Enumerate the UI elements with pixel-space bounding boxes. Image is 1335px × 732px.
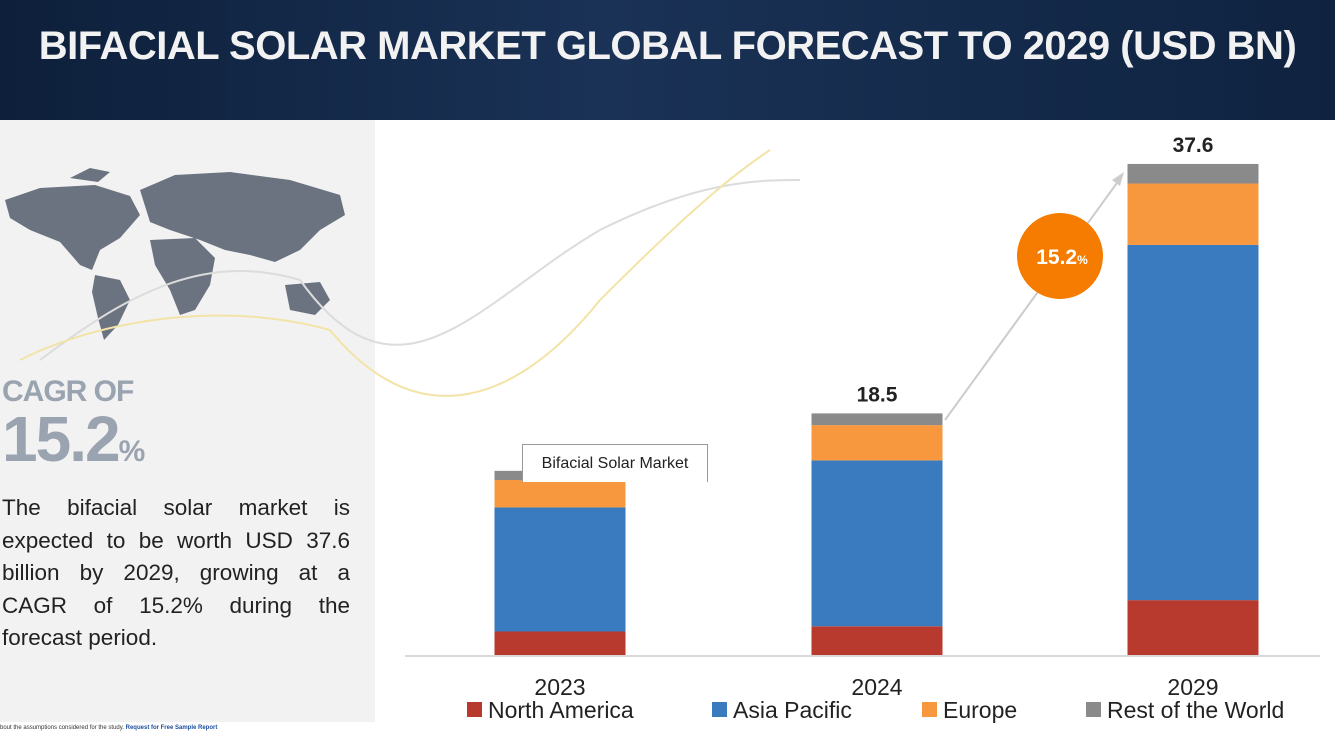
tooltip: Bifacial Solar Market [522,444,708,482]
legend-label: North America [488,697,634,723]
decor-curve [39,179,801,361]
title: BIFACIAL SOLAR MARKET GLOBAL FORECAST TO… [38,24,1297,68]
footer-text: bout the assumptions considered for the … [0,725,124,731]
bar-segment [1127,244,1259,601]
description: The bifacial solar market is expected to… [2,495,350,650]
growth-arrow [944,175,1123,421]
total-label: 37.6 [1173,134,1214,157]
cagr-value: 15.2% [2,402,145,476]
footer-link[interactable]: Request for Free Sample Report [125,725,218,731]
legend-swatch [712,702,727,717]
cagr-badge [1017,213,1103,299]
bar-segment [811,413,943,426]
cagr-label: CAGR OF [2,375,134,408]
legend-swatch [1086,702,1101,717]
badge-text: 15.2% [1036,246,1088,269]
total-label: 18.5 [857,383,898,406]
x-tick-label: 2024 [851,674,902,700]
cagr-number: 15.2 [2,403,121,475]
legend-label: Rest of the World [1107,697,1284,723]
decor-curve [19,149,771,397]
bar-segment [811,460,943,627]
bar-segment [811,626,943,655]
bar-segment [494,631,626,655]
legend-label: Europe [943,697,1017,723]
legend-swatch [922,702,937,717]
bar-segment [1127,600,1259,655]
header: BIFACIAL SOLAR MARKET GLOBAL FORECAST TO… [0,0,1335,120]
cagr-unit: % [118,435,146,468]
x-tick-label: 2023 [534,674,585,700]
bar-segment [811,425,943,461]
legend-label: Asia Pacific [733,697,852,723]
footer: bout the assumptions considered for the … [0,725,217,731]
bar-segment [494,479,626,508]
badge-unit: % [1077,253,1088,267]
bar-segment [1127,163,1259,184]
arrow-head [1112,172,1124,186]
badge-value: 15.2 [1036,246,1077,269]
x-tick-label: 2029 [1167,674,1218,700]
legend-swatch [467,702,482,717]
bar-segment [1127,183,1259,245]
bar-segment [494,507,626,632]
world-map [5,168,345,340]
